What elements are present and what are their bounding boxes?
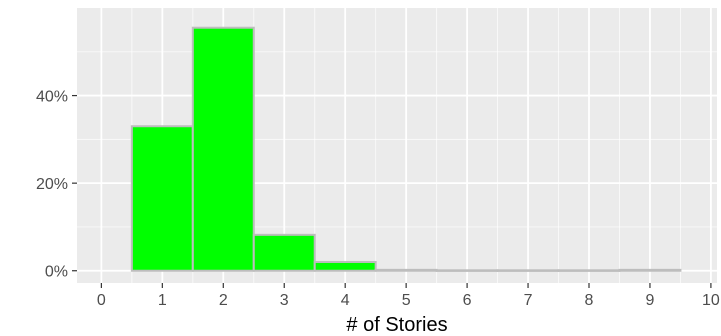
- bars-group: [130, 26, 682, 272]
- histogram-bar: [557, 269, 621, 272]
- histogram-bar: [618, 268, 682, 272]
- x-axis-title: # of Stories: [346, 314, 447, 336]
- histogram-bar: [191, 26, 255, 272]
- x-tick-label: 8: [585, 292, 594, 309]
- x-tick-label: 10: [702, 292, 720, 309]
- y-tick-label: 0%: [45, 264, 68, 281]
- x-tick-label: 9: [645, 292, 654, 309]
- x-tick-label: 1: [158, 292, 167, 309]
- histogram-bar: [496, 269, 560, 272]
- y-tick-label: 40%: [36, 89, 68, 106]
- histogram-bar: [374, 268, 438, 272]
- y-axis-ticks: 0% 20% 40%: [36, 89, 77, 281]
- x-tick-label: 3: [280, 292, 289, 309]
- x-axis-ticks: 0 1 2 3 4 5 6 7 8 9 10: [97, 283, 720, 309]
- histogram-bar: [313, 260, 377, 272]
- x-tick-label: 2: [219, 292, 228, 309]
- histogram-bar: [435, 269, 499, 272]
- histogram-bar: [252, 233, 316, 272]
- x-tick-label: 4: [341, 292, 350, 309]
- x-tick-label: 5: [402, 292, 411, 309]
- histogram-bar: [130, 125, 194, 272]
- x-tick-label: 7: [524, 292, 533, 309]
- x-tick-label: 0: [97, 292, 106, 309]
- x-tick-label: 6: [463, 292, 472, 309]
- y-tick-label: 20%: [36, 176, 68, 193]
